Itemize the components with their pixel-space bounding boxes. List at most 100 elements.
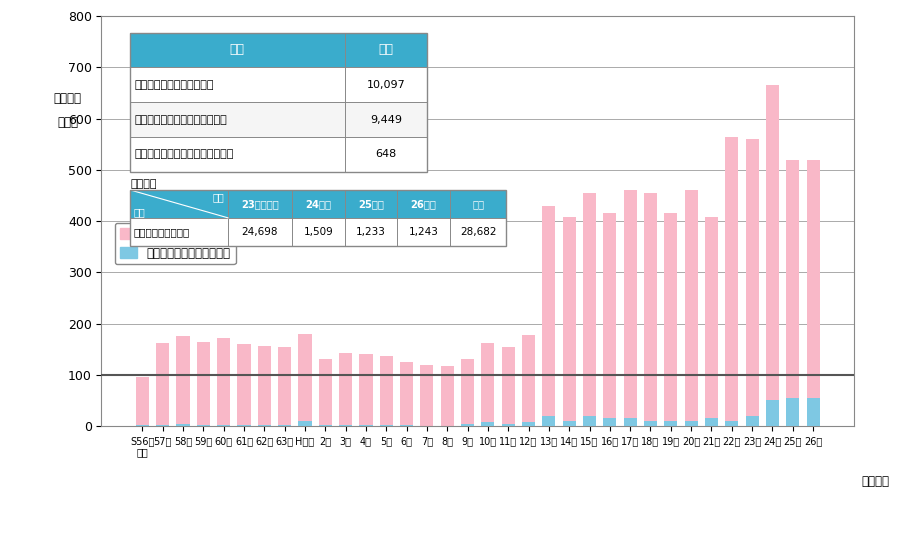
Bar: [420, 364, 434, 426]
Bar: [624, 190, 637, 426]
Bar: [319, 425, 332, 426]
Bar: [136, 425, 149, 426]
Bar: [542, 206, 555, 426]
Bar: [130, 33, 427, 172]
Bar: [624, 418, 637, 426]
Bar: [542, 416, 555, 426]
Bar: [380, 356, 392, 426]
Bar: [482, 343, 494, 426]
Bar: [130, 218, 507, 246]
Bar: [685, 421, 698, 426]
Text: 裁定に係る被害者数（人）: 裁定に係る被害者数（人）: [135, 80, 214, 90]
Bar: [130, 67, 427, 102]
Bar: [644, 421, 657, 426]
Text: 9,449: 9,449: [370, 115, 402, 125]
Bar: [130, 190, 507, 218]
Text: 支給裁定に係る被害者数（人）: 支給裁定に係る被害者数（人）: [135, 115, 228, 125]
Bar: [130, 33, 427, 67]
Text: 被害者数: 被害者数: [54, 91, 82, 104]
Bar: [257, 424, 271, 426]
Text: 1,509: 1,509: [303, 227, 333, 237]
Bar: [130, 190, 507, 246]
Text: 24年度: 24年度: [305, 199, 331, 209]
Bar: [603, 418, 616, 426]
Bar: [562, 217, 576, 426]
Bar: [380, 424, 392, 426]
Bar: [176, 424, 190, 426]
Text: 区分: 区分: [134, 207, 146, 217]
Bar: [339, 353, 352, 426]
Text: 24,698: 24,698: [241, 227, 278, 237]
Bar: [130, 33, 427, 172]
Text: （年度）: （年度）: [861, 475, 889, 489]
Bar: [787, 398, 799, 426]
Bar: [501, 424, 515, 426]
Bar: [400, 425, 413, 426]
Text: 不支給裁定に係る被害者数（人）: 不支給裁定に係る被害者数（人）: [135, 150, 234, 159]
Bar: [787, 159, 799, 426]
Bar: [278, 425, 292, 426]
Bar: [583, 193, 596, 426]
Bar: [156, 343, 169, 426]
Bar: [136, 377, 149, 426]
Text: 23年度以前: 23年度以前: [241, 199, 279, 209]
Bar: [278, 347, 292, 426]
Bar: [522, 422, 536, 426]
Bar: [217, 424, 230, 426]
Bar: [359, 354, 373, 426]
Bar: [725, 421, 738, 426]
Bar: [238, 344, 250, 426]
Bar: [501, 347, 515, 426]
Bar: [217, 338, 230, 426]
Bar: [400, 362, 413, 426]
Bar: [461, 424, 474, 426]
Bar: [685, 190, 698, 426]
Bar: [522, 335, 536, 426]
Bar: [664, 213, 678, 426]
Text: 累計: 累計: [378, 44, 393, 57]
Bar: [176, 336, 190, 426]
Bar: [644, 193, 657, 426]
Bar: [359, 425, 373, 426]
Bar: [664, 421, 678, 426]
Text: 区分: 区分: [230, 44, 245, 57]
Bar: [257, 345, 271, 426]
Text: （参考）: （参考）: [130, 179, 157, 189]
Text: 1,243: 1,243: [409, 227, 438, 237]
Bar: [806, 159, 820, 426]
Bar: [705, 217, 718, 426]
Bar: [725, 137, 738, 426]
Bar: [482, 422, 494, 426]
Bar: [197, 342, 210, 426]
Bar: [319, 360, 332, 426]
Bar: [603, 213, 616, 426]
Text: 10,097: 10,097: [366, 80, 405, 90]
Bar: [705, 418, 718, 426]
Bar: [298, 334, 311, 426]
Bar: [461, 360, 474, 426]
Bar: [130, 137, 427, 172]
Bar: [766, 85, 779, 426]
Bar: [238, 424, 250, 426]
Legend: 支給裁定に係る被害者数, 不支給裁定に係る被害者数: 支給裁定に係る被害者数, 不支給裁定に係る被害者数: [115, 223, 236, 264]
Bar: [766, 400, 779, 426]
Text: 裁定金額（百万円）: 裁定金額（百万円）: [134, 227, 190, 237]
Bar: [298, 421, 311, 426]
Text: （人）: （人）: [57, 116, 78, 129]
Bar: [583, 416, 596, 426]
Bar: [562, 421, 576, 426]
Bar: [130, 102, 427, 137]
Text: 648: 648: [375, 150, 397, 159]
Bar: [197, 425, 210, 426]
Text: 累計: 累計: [472, 199, 484, 209]
Text: 1,233: 1,233: [356, 227, 386, 237]
Bar: [339, 424, 352, 426]
Text: 25年度: 25年度: [358, 199, 383, 209]
Bar: [806, 398, 820, 426]
Text: 年度: 年度: [212, 192, 224, 202]
Bar: [441, 366, 454, 426]
Bar: [156, 425, 169, 426]
Bar: [745, 139, 759, 426]
Text: 26年度: 26年度: [410, 199, 436, 209]
Text: 28,682: 28,682: [460, 227, 496, 237]
